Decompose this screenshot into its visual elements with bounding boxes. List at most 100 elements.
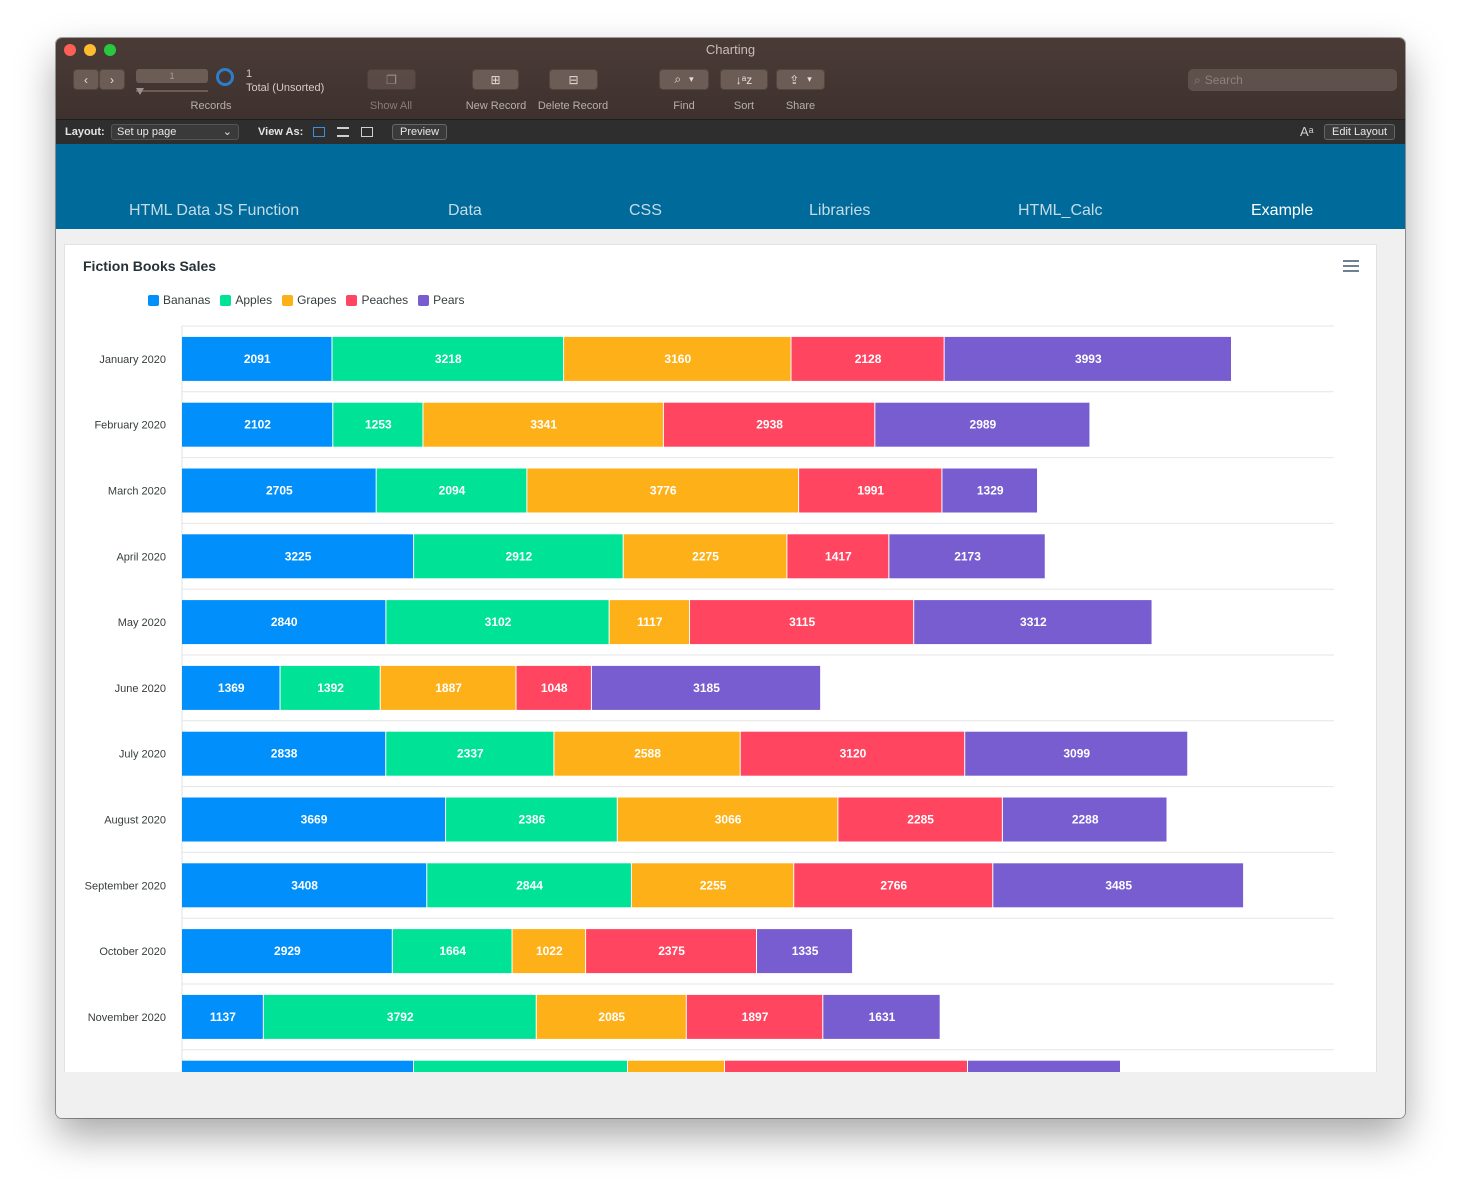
bar-bananas[interactable] <box>182 863 427 908</box>
bar-peaches[interactable] <box>799 468 942 513</box>
legend-item-grapes[interactable]: Grapes <box>282 293 336 307</box>
table-view-icon[interactable] <box>361 127 373 137</box>
tab-html-calc[interactable]: HTML_Calc <box>1018 202 1103 219</box>
edit-layout-button[interactable]: Edit Layout <box>1324 124 1396 140</box>
bar-grapes[interactable] <box>512 929 586 974</box>
bar-grapes[interactable] <box>423 402 663 447</box>
form-view-icon[interactable] <box>313 127 325 137</box>
bar-apples[interactable] <box>446 797 617 842</box>
bar-pears[interactable] <box>914 600 1152 645</box>
bar-pears[interactable] <box>965 731 1188 776</box>
data-label: 3218 <box>435 352 462 366</box>
bar-grapes[interactable] <box>623 534 787 579</box>
bar-peaches[interactable] <box>663 402 875 447</box>
bar-bananas[interactable] <box>182 600 386 645</box>
bar-apples[interactable] <box>332 336 564 381</box>
preview-button[interactable]: Preview <box>392 124 448 140</box>
bar-peaches[interactable] <box>791 336 944 381</box>
tab-example[interactable]: Example <box>1251 202 1314 219</box>
bar-peaches[interactable] <box>690 600 914 645</box>
bar-pears[interactable] <box>942 468 1038 513</box>
bar-pears[interactable] <box>993 863 1244 908</box>
bar-grapes[interactable] <box>554 731 740 776</box>
tab-libraries[interactable]: Libraries <box>809 202 871 219</box>
legend-item-apples[interactable]: Apples <box>220 293 272 307</box>
sort-button[interactable]: ↓ᵃz <box>720 69 768 90</box>
bar-grapes[interactable] <box>617 797 838 842</box>
text-formatting-icon[interactable]: Aᵃ <box>1300 124 1314 139</box>
legend-item-pears[interactable]: Pears <box>418 293 465 307</box>
bar-bananas[interactable] <box>182 929 392 974</box>
bar-pears[interactable] <box>591 665 821 710</box>
chart-menu-icon[interactable] <box>1343 260 1359 275</box>
bar-partial-pears <box>968 1060 1120 1072</box>
bar-apples[interactable] <box>280 665 380 710</box>
bar-pears[interactable] <box>1002 797 1167 842</box>
bar-grapes[interactable] <box>380 665 516 710</box>
bar-pears[interactable] <box>757 929 853 974</box>
bar-peaches[interactable] <box>686 994 823 1039</box>
next-record-button[interactable]: › <box>99 69 125 90</box>
bar-apples[interactable] <box>333 402 423 447</box>
bar-grapes[interactable] <box>609 600 690 645</box>
category-label: April 2020 <box>116 551 166 563</box>
zoom-window-button[interactable] <box>104 44 116 56</box>
record-slider-knob[interactable] <box>136 88 144 95</box>
bar-pears[interactable] <box>875 402 1090 447</box>
data-label: 2386 <box>519 813 546 827</box>
bar-bananas[interactable] <box>182 468 376 513</box>
bar-pears[interactable] <box>889 534 1045 579</box>
show-all-label: Show All <box>369 100 413 112</box>
bar-bananas[interactable] <box>182 336 332 381</box>
bar-bananas[interactable] <box>182 797 446 842</box>
new-record-button[interactable]: ⊞ <box>472 69 519 90</box>
legend-item-peaches[interactable]: Peaches <box>346 293 408 307</box>
legend-item-bananas[interactable]: Bananas <box>148 293 210 307</box>
bar-peaches[interactable] <box>516 665 591 710</box>
bar-grapes[interactable] <box>564 336 791 381</box>
tab-css[interactable]: CSS <box>629 202 662 219</box>
data-label: 2128 <box>855 352 882 366</box>
layout-select[interactable]: Set up page ⌄ <box>111 124 239 140</box>
bar-grapes[interactable] <box>527 468 799 513</box>
bar-apples[interactable] <box>263 994 536 1039</box>
bar-grapes[interactable] <box>631 863 794 908</box>
bar-grapes[interactable] <box>536 994 686 1039</box>
sort-label: Sort <box>733 100 755 112</box>
bar-peaches[interactable] <box>794 863 993 908</box>
chevron-left-icon: ‹ <box>84 72 88 87</box>
bar-apples[interactable] <box>386 600 609 645</box>
category-label: May 2020 <box>118 617 166 629</box>
tab-data[interactable]: Data <box>448 202 482 219</box>
record-slider-track[interactable] <box>136 90 208 92</box>
current-record-field[interactable]: 1 <box>136 69 208 83</box>
search-field[interactable]: ⌕ Search <box>1188 69 1397 91</box>
show-all-button[interactable]: ❐ <box>367 69 416 90</box>
previous-record-button[interactable]: ‹ <box>73 69 99 90</box>
share-button[interactable]: ⇪ ▾ <box>776 69 825 90</box>
search-placeholder: Search <box>1204 73 1243 87</box>
bar-apples[interactable] <box>386 731 554 776</box>
minimize-window-button[interactable] <box>84 44 96 56</box>
delete-record-button[interactable]: ⊟ <box>549 69 598 90</box>
bar-apples[interactable] <box>392 929 512 974</box>
bar-bananas[interactable] <box>182 994 263 1039</box>
bar-bananas[interactable] <box>182 731 386 776</box>
bar-peaches[interactable] <box>740 731 965 776</box>
data-label: 3160 <box>664 352 691 366</box>
bar-peaches[interactable] <box>787 534 889 579</box>
bar-pears[interactable] <box>823 994 940 1039</box>
list-view-icon[interactable] <box>337 127 349 137</box>
bar-bananas[interactable] <box>182 402 333 447</box>
bar-apples[interactable] <box>376 468 527 513</box>
bar-pears[interactable] <box>944 336 1231 381</box>
bar-apples[interactable] <box>414 534 623 579</box>
bar-apples[interactable] <box>427 863 631 908</box>
bar-peaches[interactable] <box>838 797 1002 842</box>
bar-bananas[interactable] <box>182 534 414 579</box>
bar-bananas[interactable] <box>182 665 280 710</box>
tab-html-data-js-function[interactable]: HTML Data JS Function <box>129 202 300 219</box>
bar-peaches[interactable] <box>586 929 757 974</box>
find-button[interactable]: ⌕ ▾ <box>659 69 709 90</box>
close-window-button[interactable] <box>64 44 76 56</box>
